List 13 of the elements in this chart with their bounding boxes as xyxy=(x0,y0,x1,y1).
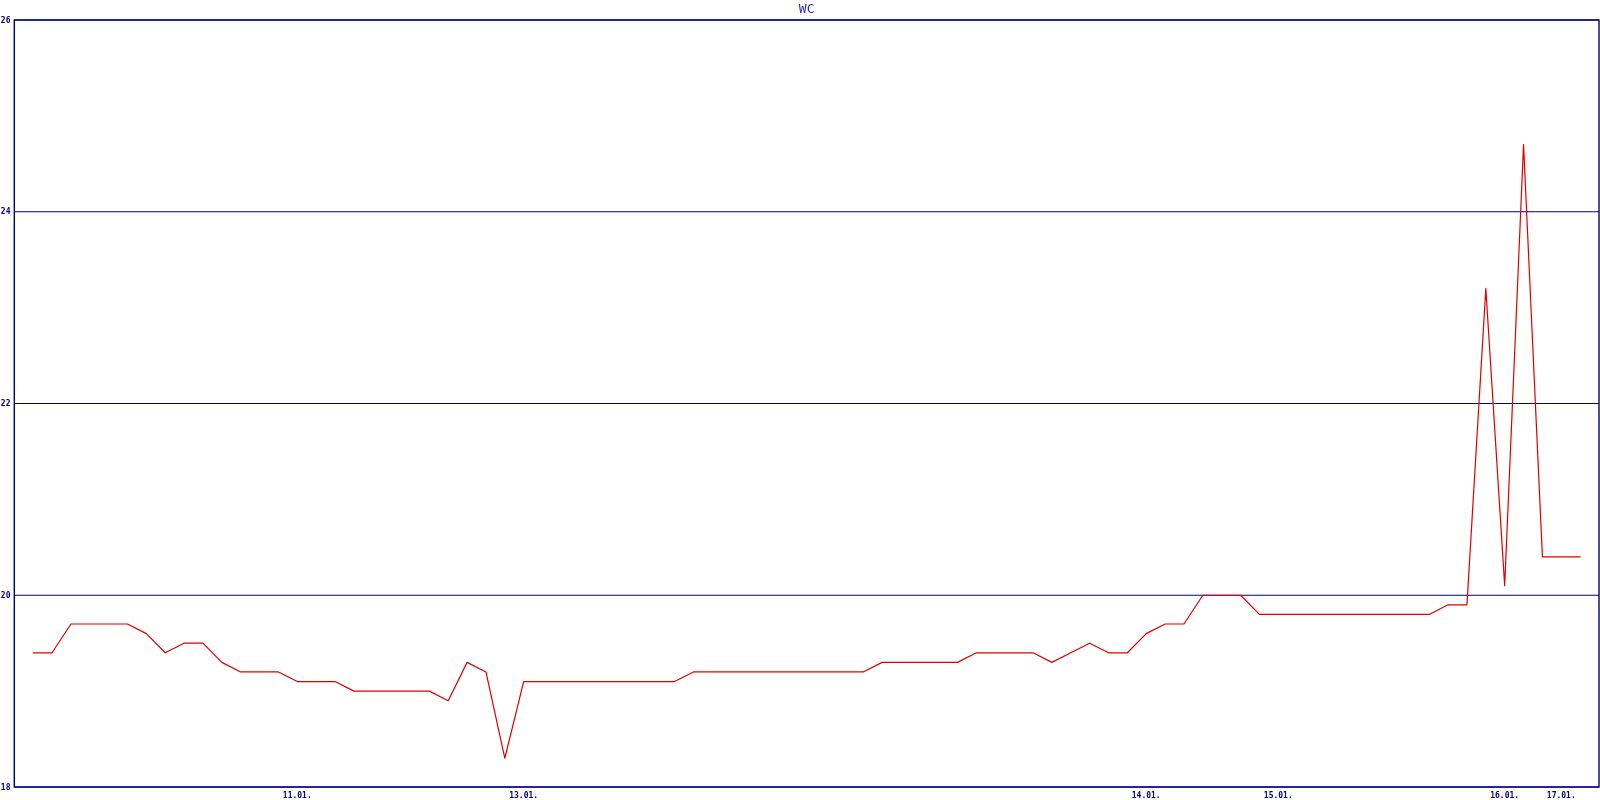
x-tick-label: 15.01. xyxy=(1263,791,1293,800)
y-tick-label: 20 xyxy=(0,590,11,600)
y-tick-label: 22 xyxy=(0,399,11,408)
x-tick-label: 13.01. xyxy=(509,791,539,800)
y-tick-label: 24 xyxy=(0,207,11,217)
y-tick-label: 18 xyxy=(0,782,11,792)
x-tick-label: 14.01. xyxy=(1131,791,1161,800)
chart-title: WC xyxy=(798,0,815,16)
x-tick-label: 16.01. xyxy=(1490,791,1520,800)
y-tick-label: 26 xyxy=(0,15,11,25)
line-series xyxy=(32,144,1581,759)
x-tick-label: 11.01. xyxy=(282,791,312,800)
x-tick-label: 17.01. xyxy=(1546,791,1576,800)
